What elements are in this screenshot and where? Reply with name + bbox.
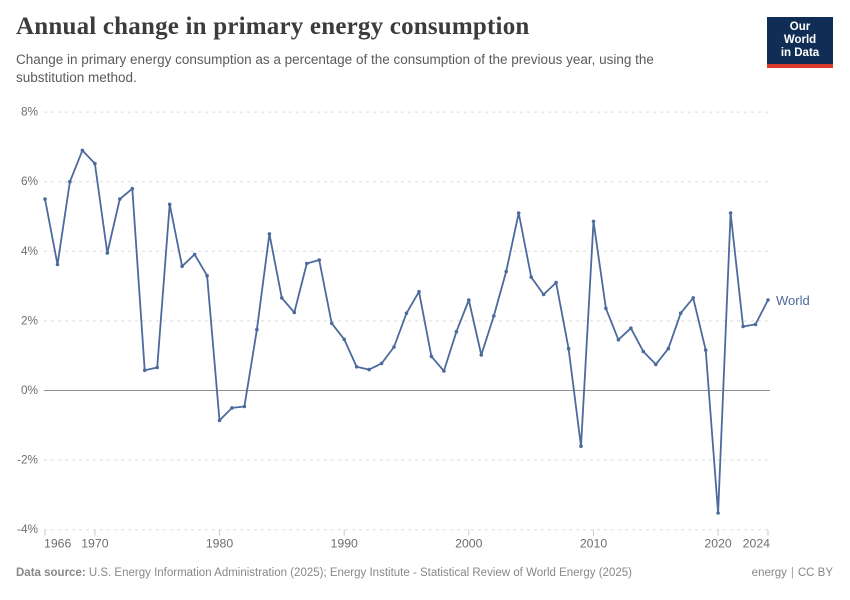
data-point[interactable] bbox=[392, 345, 396, 349]
y-axis-label: -4% bbox=[17, 522, 38, 536]
data-point[interactable] bbox=[728, 211, 733, 215]
x-axis-label: 1980 bbox=[206, 537, 234, 551]
y-axis-label: -2% bbox=[17, 453, 38, 467]
data-point[interactable] bbox=[205, 273, 209, 278]
y-axis-label: 8% bbox=[21, 105, 39, 119]
data-point[interactable] bbox=[43, 197, 47, 201]
chart-subtitle: Change in primary energy consumption as … bbox=[16, 52, 654, 85]
data-point[interactable] bbox=[55, 262, 60, 267]
data-point[interactable] bbox=[678, 311, 683, 316]
data-point[interactable] bbox=[180, 264, 184, 269]
footer-topic-link[interactable]: energy bbox=[751, 567, 787, 579]
data-point[interactable] bbox=[492, 314, 496, 318]
data-point[interactable] bbox=[666, 346, 671, 351]
x-axis-label: 2020 bbox=[704, 537, 732, 551]
footer-cc-by-link[interactable]: CC BY bbox=[797, 567, 833, 579]
data-point[interactable] bbox=[68, 179, 72, 184]
data-point[interactable] bbox=[541, 292, 546, 297]
x-axis-label: 1990 bbox=[331, 537, 359, 551]
y-axis-label: 2% bbox=[21, 313, 39, 327]
owid-logo-line1: Our World bbox=[783, 21, 817, 46]
data-point[interactable] bbox=[741, 324, 745, 329]
data-point[interactable] bbox=[142, 368, 147, 373]
y-axis-label: 4% bbox=[21, 244, 39, 258]
data-point[interactable] bbox=[529, 275, 533, 279]
data-point[interactable] bbox=[217, 418, 222, 423]
data-point[interactable] bbox=[292, 310, 297, 315]
owid-logo[interactable]: Our World in Data bbox=[767, 17, 833, 68]
data-point[interactable] bbox=[155, 365, 159, 370]
data-point[interactable] bbox=[255, 327, 259, 332]
data-point[interactable] bbox=[329, 321, 334, 326]
data-source-label: Data source: bbox=[16, 567, 86, 579]
footer-license-link[interactable]: energy | CC BY bbox=[752, 567, 833, 579]
data-point[interactable] bbox=[118, 197, 122, 201]
data-point[interactable] bbox=[305, 261, 309, 266]
data-point[interactable] bbox=[342, 337, 347, 342]
data-point[interactable] bbox=[554, 280, 558, 285]
data-point[interactable] bbox=[454, 329, 459, 334]
series-label-world[interactable]: World bbox=[776, 292, 810, 308]
x-axis-label: 1970 bbox=[81, 537, 109, 551]
data-point[interactable] bbox=[105, 251, 110, 255]
data-point[interactable] bbox=[629, 326, 633, 331]
data-point[interactable] bbox=[404, 311, 409, 316]
data-point[interactable] bbox=[753, 322, 758, 327]
data-point[interactable] bbox=[367, 367, 371, 372]
data-source-text: U.S. Energy Information Administration (… bbox=[88, 567, 632, 579]
data-point[interactable] bbox=[417, 289, 421, 294]
data-point[interactable] bbox=[566, 346, 571, 351]
data-point[interactable] bbox=[479, 353, 484, 357]
data-point[interactable] bbox=[504, 269, 509, 274]
data-point[interactable] bbox=[654, 362, 658, 367]
data-point[interactable] bbox=[280, 296, 284, 300]
data-point[interactable] bbox=[766, 298, 770, 302]
data-point[interactable] bbox=[317, 258, 322, 262]
data-point[interactable] bbox=[354, 365, 359, 369]
data-point[interactable] bbox=[467, 298, 471, 302]
data-point[interactable] bbox=[516, 211, 521, 215]
footer-divider: | bbox=[790, 567, 794, 579]
data-point[interactable] bbox=[641, 349, 646, 354]
x-axis-label: 2024 bbox=[743, 537, 771, 551]
owid-logo-line2: in Data bbox=[780, 47, 820, 59]
data-point[interactable] bbox=[604, 306, 608, 311]
data-point[interactable] bbox=[379, 361, 384, 366]
data-point[interactable] bbox=[716, 511, 720, 515]
x-axis-label: 2000 bbox=[455, 537, 483, 551]
y-axis-label: 0% bbox=[21, 383, 39, 397]
data-source-note: Data source: U.S. Energy Information Adm… bbox=[16, 567, 632, 579]
data-point[interactable] bbox=[93, 161, 97, 166]
data-point[interactable] bbox=[616, 337, 621, 342]
y-axis-label: 6% bbox=[21, 174, 39, 188]
data-point[interactable] bbox=[167, 202, 172, 207]
data-point[interactable] bbox=[591, 219, 596, 224]
data-point[interactable] bbox=[80, 148, 85, 153]
x-axis-label: 1966 bbox=[44, 537, 72, 551]
chart-footer: Data source: U.S. Energy Information Adm… bbox=[16, 567, 833, 579]
data-point[interactable] bbox=[703, 348, 708, 352]
data-point[interactable] bbox=[242, 404, 247, 409]
data-point[interactable] bbox=[267, 232, 272, 236]
data-point[interactable] bbox=[130, 186, 135, 191]
data-point[interactable] bbox=[691, 296, 695, 300]
page-title: Annual change in primary energy consumpt… bbox=[16, 13, 530, 40]
x-axis-label: 2010 bbox=[580, 537, 608, 551]
data-point[interactable] bbox=[429, 354, 434, 359]
series-line-world[interactable] bbox=[44, 149, 769, 514]
data-point[interactable] bbox=[230, 406, 234, 410]
data-point[interactable] bbox=[442, 369, 446, 373]
data-point[interactable] bbox=[579, 444, 583, 449]
data-point[interactable] bbox=[192, 252, 197, 257]
